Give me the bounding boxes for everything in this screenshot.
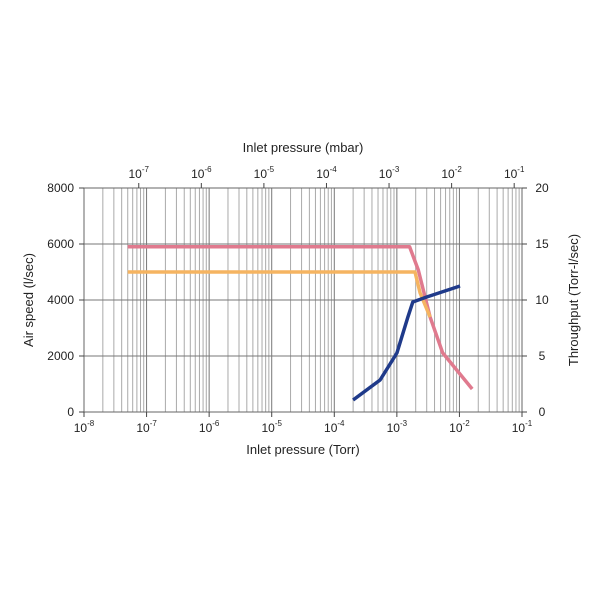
x2-tick-label: 10-2 bbox=[441, 165, 462, 181]
series-line bbox=[127, 270, 432, 318]
y-axis-label: Air speed (l/sec) bbox=[21, 253, 36, 347]
series-group bbox=[127, 245, 474, 402]
x-tick-label: 10-8 bbox=[74, 419, 95, 435]
x2-axis-label: Inlet pressure (mbar) bbox=[243, 140, 364, 155]
y-tick-label: 8000 bbox=[47, 181, 74, 195]
x-tick-label: 10-1 bbox=[512, 419, 533, 435]
y2-tick-label: 20 bbox=[535, 181, 549, 195]
x-tick-label: 10-5 bbox=[261, 419, 282, 435]
y2-tick-label: 5 bbox=[539, 349, 546, 363]
x2-tick-label: 10-7 bbox=[129, 165, 150, 181]
x-tick-label: 10-4 bbox=[324, 419, 345, 435]
y2-tick-label: 15 bbox=[535, 237, 549, 251]
x-tick-label: 10-3 bbox=[387, 419, 408, 435]
x2-tick-label: 10-3 bbox=[379, 165, 400, 181]
y2-tick-label: 10 bbox=[535, 293, 549, 307]
axes: 0 2000 4000 6000 8000 0 5 10 15 20 10-8 10-7 10-6 10-… bbox=[47, 165, 549, 435]
x2-tick-label: 10-4 bbox=[316, 165, 337, 181]
series-line bbox=[127, 245, 474, 391]
y-tick-label: 2000 bbox=[47, 349, 74, 363]
series-line bbox=[352, 284, 461, 402]
y2-axis-label: Throughput (Torr-l/sec) bbox=[566, 234, 581, 366]
x2-tick-label: 10-5 bbox=[254, 165, 275, 181]
y-tick-label: 6000 bbox=[47, 237, 74, 251]
x-tick-label: 10-6 bbox=[199, 419, 220, 435]
x2-tick-label: 10-1 bbox=[504, 165, 525, 181]
grid bbox=[83, 187, 522, 413]
x2-tick-label: 10-6 bbox=[191, 165, 212, 181]
y-tick-label: 4000 bbox=[47, 293, 74, 307]
x-tick-label: 10-7 bbox=[136, 419, 157, 435]
x-tick-label: 10-2 bbox=[449, 419, 470, 435]
y-tick-label: 0 bbox=[67, 405, 74, 419]
y2-tick-label: 0 bbox=[539, 405, 546, 419]
x-axis-label: Inlet pressure (Torr) bbox=[246, 442, 359, 457]
